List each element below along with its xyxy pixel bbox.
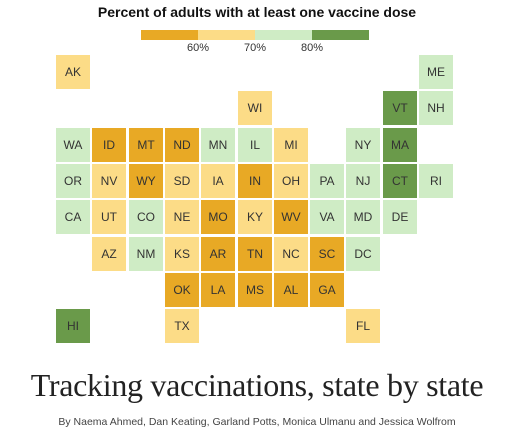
- legend-tick-label: 70%: [243, 42, 267, 54]
- page-headline: Tracking vaccinations, state by state: [30, 367, 484, 403]
- state-tile-tx[interactable]: TX: [165, 309, 199, 343]
- state-tile-ca[interactable]: CA: [56, 200, 90, 234]
- state-tile-tn[interactable]: TN: [238, 237, 272, 271]
- byline: By Naema Ahmed, Dan Keating, Garland Pot…: [58, 416, 456, 428]
- legend-tick-label: 60%: [186, 42, 210, 54]
- state-tile-ct[interactable]: CT: [383, 164, 417, 198]
- state-tile-mo[interactable]: MO: [201, 200, 235, 234]
- legend-swatch: [198, 30, 255, 40]
- state-tile-me[interactable]: ME: [419, 55, 453, 89]
- state-tile-wv[interactable]: WV: [274, 200, 308, 234]
- state-tile-hi[interactable]: HI: [56, 309, 90, 343]
- state-tile-sd[interactable]: SD: [165, 164, 199, 198]
- legend-tick-label: 80%: [300, 42, 324, 54]
- state-tile-id[interactable]: ID: [92, 128, 126, 162]
- state-tile-ms[interactable]: MS: [238, 273, 272, 307]
- state-tile-ar[interactable]: AR: [201, 237, 235, 271]
- state-tile-ny[interactable]: NY: [346, 128, 380, 162]
- state-tile-nh[interactable]: NH: [419, 91, 453, 125]
- state-tile-nd[interactable]: ND: [165, 128, 199, 162]
- state-tile-la[interactable]: LA: [201, 273, 235, 307]
- state-tile-mi[interactable]: MI: [274, 128, 308, 162]
- state-tile-ma[interactable]: MA: [383, 128, 417, 162]
- state-tile-oh[interactable]: OH: [274, 164, 308, 198]
- state-tile-wy[interactable]: WY: [129, 164, 163, 198]
- state-tile-dc[interactable]: DC: [346, 237, 380, 271]
- state-tile-il[interactable]: IL: [238, 128, 272, 162]
- state-tile-wa[interactable]: WA: [56, 128, 90, 162]
- state-tile-sc[interactable]: SC: [310, 237, 344, 271]
- state-tile-mt[interactable]: MT: [129, 128, 163, 162]
- state-tile-ok[interactable]: OK: [165, 273, 199, 307]
- state-tile-de[interactable]: DE: [383, 200, 417, 234]
- state-tile-pa[interactable]: PA: [310, 164, 344, 198]
- state-tile-nj[interactable]: NJ: [346, 164, 380, 198]
- state-tile-or[interactable]: OR: [56, 164, 90, 198]
- state-tile-ak[interactable]: AK: [56, 55, 90, 89]
- state-tile-wi[interactable]: WI: [238, 91, 272, 125]
- legend-swatch: [255, 30, 312, 40]
- state-tile-nm[interactable]: NM: [129, 237, 163, 271]
- state-tile-fl[interactable]: FL: [346, 309, 380, 343]
- state-tile-al[interactable]: AL: [274, 273, 308, 307]
- state-tile-ri[interactable]: RI: [419, 164, 453, 198]
- state-tile-ne[interactable]: NE: [165, 200, 199, 234]
- state-tile-in[interactable]: IN: [238, 164, 272, 198]
- state-tile-ks[interactable]: KS: [165, 237, 199, 271]
- legend-title: Percent of adults with at least one vacc…: [97, 4, 417, 20]
- state-tile-co[interactable]: CO: [129, 200, 163, 234]
- state-tile-md[interactable]: MD: [346, 200, 380, 234]
- state-tile-nc[interactable]: NC: [274, 237, 308, 271]
- legend-swatch: [312, 30, 369, 40]
- state-tile-az[interactable]: AZ: [92, 237, 126, 271]
- state-tile-ga[interactable]: GA: [310, 273, 344, 307]
- state-tile-nv[interactable]: NV: [92, 164, 126, 198]
- state-tile-vt[interactable]: VT: [383, 91, 417, 125]
- legend-swatch: [141, 30, 198, 40]
- state-tile-va[interactable]: VA: [310, 200, 344, 234]
- state-tile-mn[interactable]: MN: [201, 128, 235, 162]
- state-tile-ut[interactable]: UT: [92, 200, 126, 234]
- state-tile-ky[interactable]: KY: [238, 200, 272, 234]
- state-tile-ia[interactable]: IA: [201, 164, 235, 198]
